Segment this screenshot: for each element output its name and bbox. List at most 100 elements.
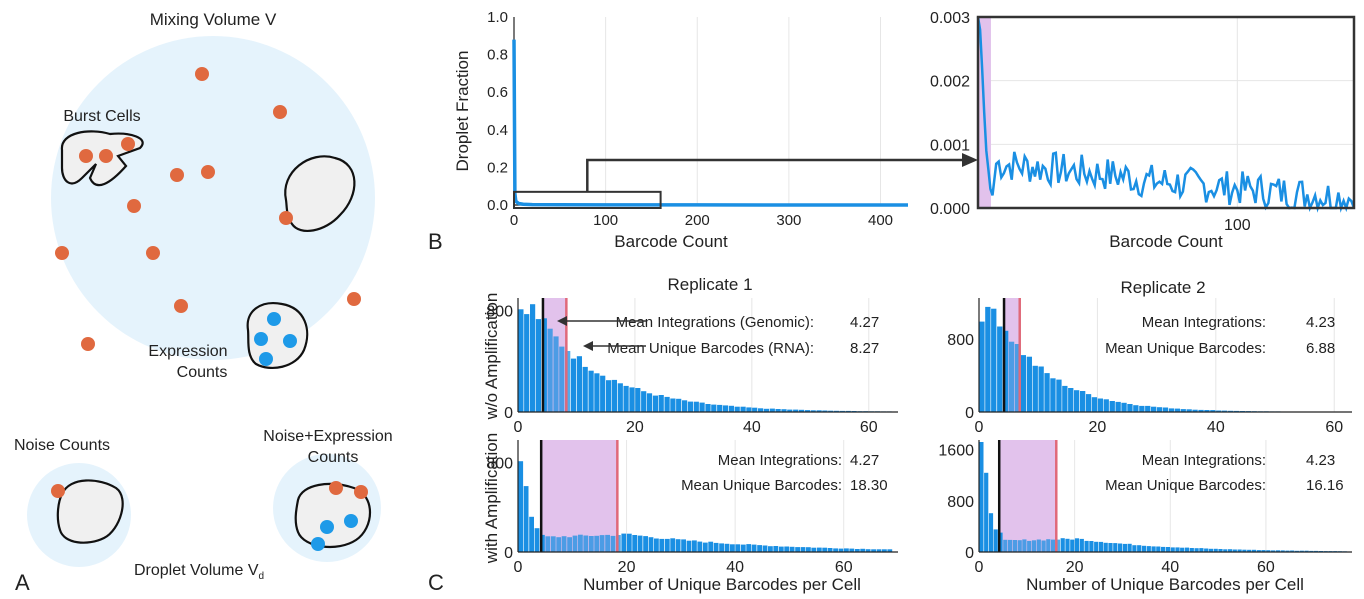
histogram-bar [1161,546,1166,552]
y-tick-label: 800 [486,455,513,472]
histogram-bar [686,540,692,552]
histogram-bar [810,410,816,412]
x-tick-label: 0 [510,212,518,229]
y-tick-label: 0.002 [930,74,970,91]
y-tick-label: 0 [504,405,513,422]
histogram-bar [675,539,681,552]
histogram-bar [752,407,758,412]
histogram-bar [1280,550,1285,552]
burst-cells-label: Burst Cells [63,108,140,125]
histogram-bar [1098,541,1104,552]
histogram-bar [722,405,729,412]
histogram-bar [611,379,617,412]
histogram-bar [1170,547,1175,552]
expression-label-1: Expression [148,343,227,360]
histogram-bar [583,535,589,552]
histogram-bar [1113,543,1118,552]
noise-dot [99,149,113,163]
noise-dots [55,67,361,351]
noise-dot [279,211,293,225]
histogram-bar [751,544,757,552]
histogram-bar [1103,399,1109,412]
histogram-bar [1115,401,1121,412]
x-tick-label: 20 [618,559,636,576]
histogram-bar [594,535,600,552]
histogram-bar [1192,409,1198,412]
histogram-bar [1020,355,1026,412]
x-tick-label: 0 [975,559,984,576]
histogram-bar [1247,549,1252,552]
histogram-bar [728,405,734,412]
histogram-bar [524,314,530,412]
histogram-bar [1290,550,1295,552]
histogram-bar [1139,405,1145,412]
histogram-bar [553,336,559,412]
histogram-bar [1194,548,1199,552]
histogram-bar [769,408,775,412]
histogram-bar [746,544,752,552]
histogram-bar [787,409,793,412]
histogram-bar [632,535,638,552]
annotation-label: Mean Integrations: [1142,452,1266,469]
histogram-bar [1208,548,1213,552]
histogram-bar [530,304,536,412]
histogram-bar [740,544,746,552]
histogram-bar [1127,543,1132,552]
histogram-bar [1017,540,1022,552]
histogram-bar [1046,539,1051,552]
histogram-bar [681,539,686,552]
chart-b-full: 0.0 0.2 0.4 0.6 0.8 1.0 0 100 200 300 400 Barcode C… [453,9,908,251]
histogram-bar [1094,541,1099,552]
histogram-bar [692,540,697,552]
histogram-bar [1031,540,1037,552]
histogram-bar [600,375,606,412]
annotation-value: 8.27 [850,340,879,357]
noise-expression-label-2: Counts [308,449,359,466]
expression-dot [259,352,273,366]
expression-label-2: Counts [177,364,228,381]
histogram-bar [1216,410,1222,412]
histogram-bar [1003,539,1008,552]
histogram-bar [833,548,838,552]
histogram-bar [1085,394,1092,412]
histogram-bar [724,543,730,552]
histogram-bar [518,309,524,412]
histogram-bar [702,542,708,552]
histogram-bar [1180,547,1185,552]
histogram-bar [676,398,682,412]
histogram-bar [806,547,811,552]
histogram-bar [991,308,997,412]
histogram-bar [576,356,582,412]
histogram-bar [740,406,746,412]
droplet-volume-label: Droplet Volume Vd [134,562,264,582]
series-line [976,16,1356,213]
histogram-bar [781,409,787,412]
histogram-bar [1032,365,1038,412]
annotation-value: 4.27 [850,314,879,331]
histogram-bar [1237,549,1242,552]
histogram-bar [1065,538,1070,552]
histogram-bar [735,544,741,552]
histogram-bar [789,546,795,552]
histogram-bar [1204,548,1209,552]
histogram-bar [617,383,623,412]
histogram-bar [1151,546,1156,552]
x-tick-label: 400 [868,212,893,229]
histogram-bar [606,380,612,412]
x-tick-label: 60 [1257,559,1275,576]
annotation-arrowhead [557,316,567,326]
noise-dot [146,246,160,260]
histogram-bar [699,402,705,412]
histogram-bar [654,538,659,552]
histogram-bar [1218,549,1223,552]
annotation-value: 16.16 [1306,477,1344,494]
histogram-bar [664,538,670,552]
histogram-bar [1133,405,1139,412]
droplet-cell [56,479,124,544]
expression-dot [267,312,281,326]
x-tick-label: 0 [975,419,984,436]
histogram-bar [635,388,641,412]
histogram-bar [1097,398,1103,412]
